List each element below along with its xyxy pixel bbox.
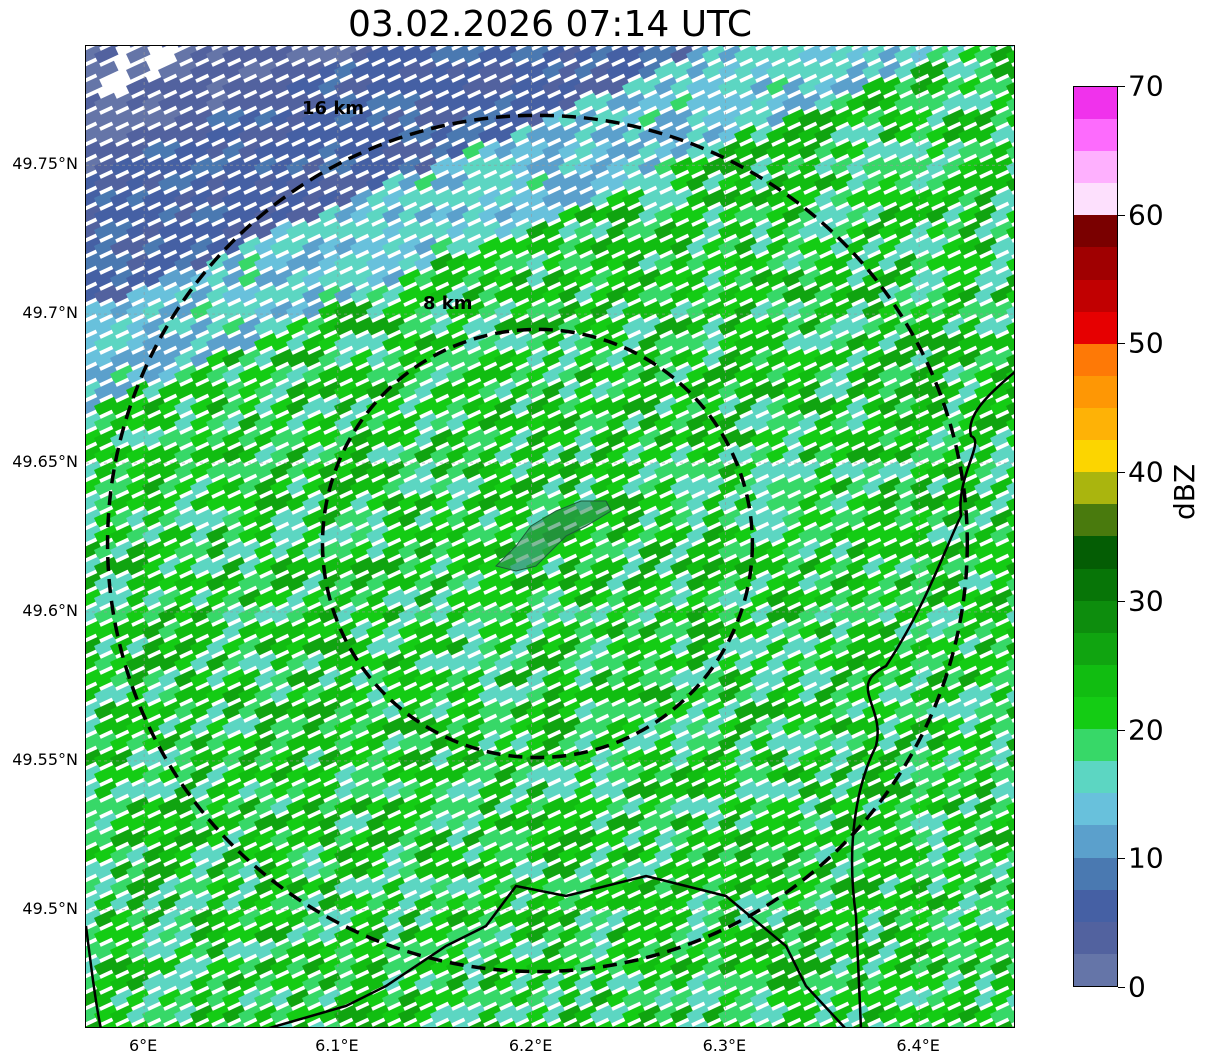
colorbar-tick (1118, 600, 1125, 602)
colorbar (1073, 86, 1118, 987)
colorbar-tick (1118, 987, 1125, 988)
x-tick-label: 6.1°E (315, 1036, 359, 1055)
reflectivity-cells (86, 46, 1014, 1027)
colorbar-segment (1074, 889, 1117, 922)
colorbar-segment (1074, 279, 1117, 312)
colorbar-segment (1074, 664, 1117, 698)
gridlines (86, 46, 1014, 1027)
colorbar-tick-label: 50 (1128, 326, 1164, 360)
colorbar-segment (1074, 697, 1117, 730)
colorbar-segment (1074, 504, 1117, 537)
colorbar-segment (1074, 729, 1117, 762)
y-tick-label: 49.65°N (12, 452, 78, 472)
colorbar-segment (1074, 119, 1117, 152)
x-tick-label: 6°E (128, 1036, 158, 1055)
colorbar-segment (1074, 472, 1117, 505)
colorbar-tick (1118, 472, 1125, 474)
colorbar-tick (1118, 214, 1125, 216)
y-tick-label: 49.7°N (22, 303, 78, 323)
border-line (86, 371, 1014, 1027)
colorbar-tick-label: 40 (1128, 455, 1164, 489)
colorbar-segment (1074, 408, 1117, 441)
x-tick-label: 6.4°E (896, 1036, 940, 1055)
colorbar-segment (1074, 600, 1117, 633)
colorbar-segment (1074, 87, 1117, 120)
colorbar-tick-label: 30 (1128, 584, 1164, 618)
y-tick-label: 49.5°N (22, 898, 78, 918)
y-tick-label: 49.6°N (22, 600, 78, 620)
colorbar-segment (1074, 375, 1117, 409)
colorbar-tick-label: 0 (1128, 970, 1146, 1004)
colorbar-segment (1074, 536, 1117, 569)
colorbar-segment (1074, 151, 1117, 184)
ring-label-8km: 8 km (423, 293, 473, 314)
range-ring-16km (105, 113, 970, 974)
colorbar-segment (1074, 761, 1117, 794)
colorbar-tick (1118, 858, 1125, 860)
colorbar-segment (1074, 953, 1117, 986)
colorbar-label: dBZ (1168, 463, 1201, 520)
range-ring-8km (320, 327, 755, 760)
colorbar-segment (1074, 343, 1117, 376)
colorbar-tick-label: 20 (1128, 713, 1164, 747)
colorbar-segment (1074, 247, 1117, 280)
colorbar-tick (1118, 729, 1125, 731)
colorbar-segment (1074, 857, 1117, 890)
y-tick-label: 49.55°N (12, 749, 78, 769)
colorbar-segment (1074, 632, 1117, 665)
colorbar-tick (1118, 343, 1125, 345)
colorbar-tick-label: 10 (1128, 841, 1164, 875)
ring-label-16km: 16 km (302, 98, 365, 119)
colorbar-segment (1074, 183, 1117, 216)
map-title: 03.02.2026 07:14 UTC (347, 4, 753, 45)
y-tick-label: 49.75°N (12, 154, 78, 174)
colorbar-segment (1074, 568, 1117, 601)
x-tick-label: 6.2°E (508, 1036, 553, 1055)
colorbar-segment (1074, 311, 1117, 344)
colorbar-segment (1074, 440, 1117, 473)
colorbar-segment (1074, 793, 1117, 826)
colorbar-tick-label: 60 (1128, 198, 1164, 232)
radar-map[interactable] (85, 45, 1015, 1028)
x-tick-label: 6.3°E (702, 1036, 747, 1055)
colorbar-tick (1118, 86, 1125, 87)
colorbar-segment (1074, 825, 1117, 858)
colorbar-segment (1074, 921, 1117, 954)
city-outline (495, 500, 612, 572)
radar-reflectivity-layer (86, 46, 1014, 1027)
colorbar-tick-label: 70 (1128, 69, 1164, 103)
colorbar-segment (1074, 215, 1117, 248)
